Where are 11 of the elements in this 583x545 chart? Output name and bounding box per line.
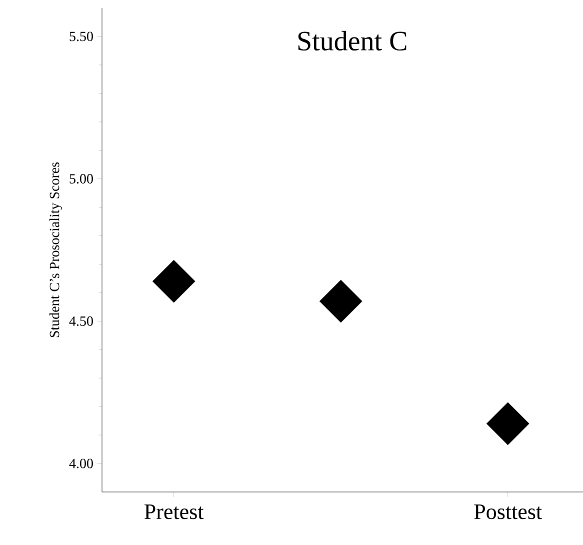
- y-axis-title: Student C’s Prosociality Scores: [49, 162, 62, 338]
- point: [486, 402, 530, 446]
- y-tick-label: 4.50: [69, 316, 93, 326]
- point: [319, 280, 362, 323]
- x-tick-label: Posttest: [474, 504, 542, 520]
- y-tick-label: 5.00: [70, 174, 93, 184]
- y-tick-label: 5.50: [70, 32, 93, 42]
- y-tick-label: 4.00: [69, 458, 93, 468]
- x-tick-label: Pretest: [144, 504, 204, 520]
- text: Student C: [298, 30, 406, 51]
- point: [152, 260, 196, 303]
